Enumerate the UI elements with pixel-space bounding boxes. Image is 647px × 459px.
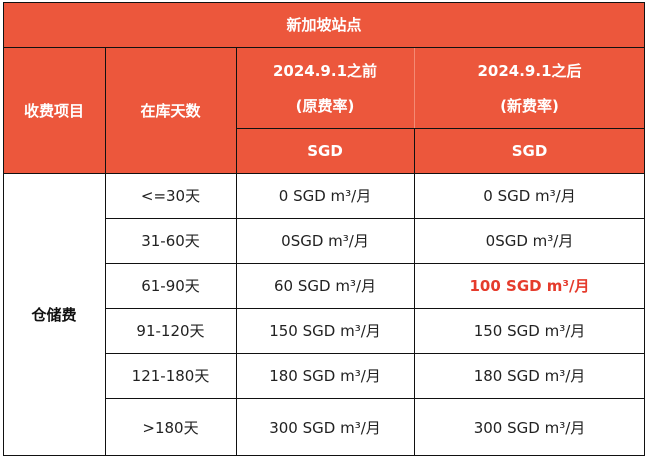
border-top — [3, 2, 645, 3]
header-before-label: (原费率) — [295, 96, 355, 115]
row-before: 150 SGD m³/月 — [236, 308, 414, 353]
row-before: 180 SGD m³/月 — [236, 353, 414, 398]
divider — [105, 263, 645, 264]
currency-label: SGD — [511, 141, 548, 160]
days-text: 91-120天 — [136, 322, 205, 340]
header-before-date: 2024.9.1之前 — [272, 61, 378, 80]
highlighted-rate-text: 100 SGD m³/月 — [469, 277, 590, 295]
header-after-date: 2024.9.1之后 — [477, 61, 582, 80]
header-fee-item: 收费项目 — [3, 47, 105, 173]
row-after-highlighted: 100 SGD m³/月 — [414, 263, 645, 308]
currency-label: SGD — [307, 141, 343, 160]
table-title: 新加坡站点 — [3, 2, 645, 47]
row-after: 0SGD m³/月 — [414, 218, 645, 263]
row-after: 0 SGD m³/月 — [414, 173, 645, 218]
row-after: 300 SGD m³/月 — [414, 398, 645, 456]
rate-text: 0 SGD m³/月 — [483, 187, 576, 205]
row-days: 91-120天 — [105, 308, 236, 353]
divider — [105, 308, 645, 309]
days-text: 121-180天 — [131, 367, 210, 385]
header-after: 2024.9.1之后 (新费率) — [414, 47, 645, 128]
header-after-label: (新费率) — [500, 96, 559, 115]
row-days: 31-60天 — [105, 218, 236, 263]
divider — [105, 47, 106, 456]
row-days: >180天 — [105, 398, 236, 456]
divider — [105, 353, 645, 354]
divider — [3, 47, 645, 48]
header-after-currency: SGD — [414, 128, 645, 173]
table-title-text: 新加坡站点 — [286, 16, 362, 34]
header-before: 2024.9.1之前 (原费率) — [236, 47, 414, 128]
days-text: 61-90天 — [141, 277, 200, 295]
header-fee-item-text: 收费项目 — [23, 101, 84, 120]
pricing-table: 新加坡站点 收费项目 在库天数 2024.9.1之前 (原费率) 2024.9.… — [3, 2, 645, 456]
rate-text: 150 SGD m³/月 — [473, 322, 586, 340]
fee-item-cell: 仓储费 — [3, 173, 105, 456]
fee-item-label: 仓储费 — [31, 306, 77, 324]
rate-text: 0SGD m³/月 — [281, 232, 369, 250]
row-before: 0SGD m³/月 — [236, 218, 414, 263]
border-right — [644, 2, 645, 456]
row-before: 0 SGD m³/月 — [236, 173, 414, 218]
border-left — [3, 2, 4, 456]
divider — [3, 173, 645, 174]
days-text: >180天 — [142, 418, 199, 437]
divider — [105, 398, 645, 399]
rate-text: 180 SGD m³/月 — [473, 367, 586, 385]
rate-text: 150 SGD m³/月 — [269, 322, 381, 340]
row-before: 300 SGD m³/月 — [236, 398, 414, 456]
rate-text: 60 SGD m³/月 — [274, 277, 376, 295]
header-storage-days: 在库天数 — [105, 47, 236, 173]
row-days: 121-180天 — [105, 353, 236, 398]
divider-light — [414, 48, 415, 128]
row-days: <=30天 — [105, 173, 236, 218]
divider — [236, 128, 645, 129]
rate-text: 180 SGD m³/月 — [269, 367, 381, 385]
rate-text: 300 SGD m³/月 — [269, 418, 381, 437]
border-bottom — [3, 455, 645, 456]
divider — [105, 218, 645, 219]
row-after: 150 SGD m³/月 — [414, 308, 645, 353]
header-storage-days-text: 在库天数 — [140, 101, 201, 120]
days-text: 31-60天 — [141, 232, 200, 250]
row-after: 180 SGD m³/月 — [414, 353, 645, 398]
row-before: 60 SGD m³/月 — [236, 263, 414, 308]
divider — [414, 128, 415, 456]
days-text: <=30天 — [140, 187, 201, 205]
rate-text: 300 SGD m³/月 — [473, 418, 586, 437]
rate-text: 0 SGD m³/月 — [278, 187, 372, 205]
header-before-currency: SGD — [236, 128, 414, 173]
divider — [236, 47, 237, 456]
rate-text: 0SGD m³/月 — [485, 232, 574, 250]
row-days: 61-90天 — [105, 263, 236, 308]
